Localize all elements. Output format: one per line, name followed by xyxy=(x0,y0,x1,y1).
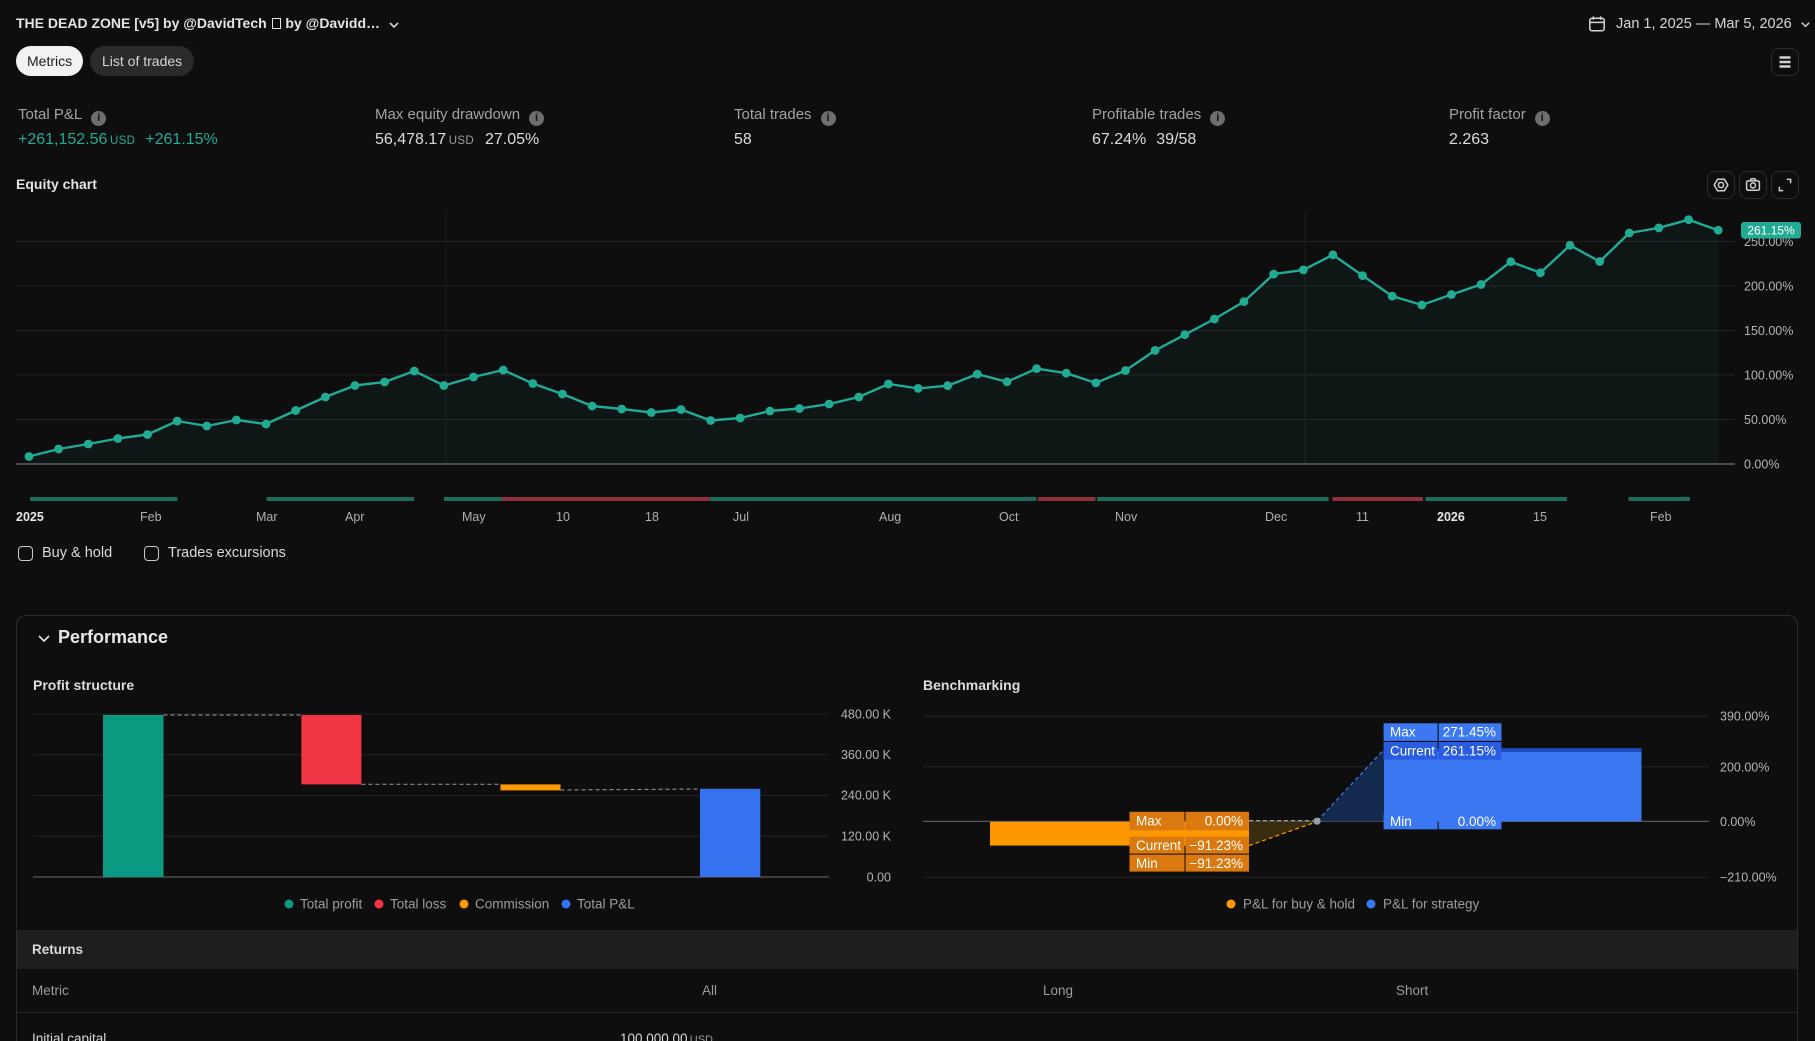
svg-text:120.00 K: 120.00 K xyxy=(841,830,892,844)
svg-text:−91.23%: −91.23% xyxy=(1189,856,1243,871)
svg-text:P&L for buy & hold: P&L for buy & hold xyxy=(1243,897,1355,912)
svg-text:360.00 K: 360.00 K xyxy=(841,748,892,762)
svg-text:0.00%: 0.00% xyxy=(1458,814,1496,829)
svg-text:Nov: Nov xyxy=(1115,510,1138,524)
svg-text:261.15%: 261.15% xyxy=(1747,224,1795,238)
svg-text:18: 18 xyxy=(645,510,659,524)
svg-text:May: May xyxy=(462,510,486,524)
svg-text:Max: Max xyxy=(1390,725,1416,740)
svg-text:Feb: Feb xyxy=(140,510,162,524)
svg-text:10: 10 xyxy=(556,510,570,524)
svg-text:0.00%: 0.00% xyxy=(1720,815,1755,829)
svg-text:P&L for strategy: P&L for strategy xyxy=(1383,897,1480,912)
svg-text:11: 11 xyxy=(1356,510,1369,524)
svg-text:0.00%: 0.00% xyxy=(1744,458,1779,472)
svg-text:200.00%: 200.00% xyxy=(1720,760,1769,774)
svg-text:50.00%: 50.00% xyxy=(1744,413,1786,427)
svg-text:Min: Min xyxy=(1136,856,1158,871)
svg-text:Oct: Oct xyxy=(999,510,1019,524)
svg-text:240.00 K: 240.00 K xyxy=(841,789,892,803)
svg-text:Total loss: Total loss xyxy=(390,897,447,912)
svg-text:Jul: Jul xyxy=(733,510,749,524)
svg-text:390.00%: 390.00% xyxy=(1720,710,1769,724)
svg-text:15: 15 xyxy=(1533,510,1547,524)
svg-text:Apr: Apr xyxy=(345,510,364,524)
svg-text:100.00%: 100.00% xyxy=(1744,369,1793,383)
svg-text:0.00%: 0.00% xyxy=(1205,814,1243,829)
svg-text:Total P&L: Total P&L xyxy=(577,897,635,912)
svg-text:Feb: Feb xyxy=(1650,510,1672,524)
svg-text:480.00 K: 480.00 K xyxy=(841,708,892,722)
svg-text:200.00%: 200.00% xyxy=(1744,280,1793,294)
svg-text:0.00: 0.00 xyxy=(867,871,891,885)
svg-text:Aug: Aug xyxy=(879,510,901,524)
svg-text:150.00%: 150.00% xyxy=(1744,324,1793,338)
svg-text:261.15%: 261.15% xyxy=(1443,743,1496,758)
svg-text:2026: 2026 xyxy=(1437,510,1465,524)
svg-text:Commission: Commission xyxy=(475,897,549,912)
svg-text:271.45%: 271.45% xyxy=(1443,725,1496,740)
svg-text:Current: Current xyxy=(1136,838,1181,853)
svg-text:Total profit: Total profit xyxy=(300,897,363,912)
svg-text:2025: 2025 xyxy=(16,510,44,524)
svg-text:Dec: Dec xyxy=(1265,510,1287,524)
svg-text:Mar: Mar xyxy=(256,510,278,524)
svg-text:Max: Max xyxy=(1136,814,1162,829)
svg-text:−91.23%: −91.23% xyxy=(1189,838,1243,853)
svg-text:Current: Current xyxy=(1390,743,1435,758)
svg-text:Min: Min xyxy=(1390,814,1412,829)
svg-text:−210.00%: −210.00% xyxy=(1720,871,1777,885)
